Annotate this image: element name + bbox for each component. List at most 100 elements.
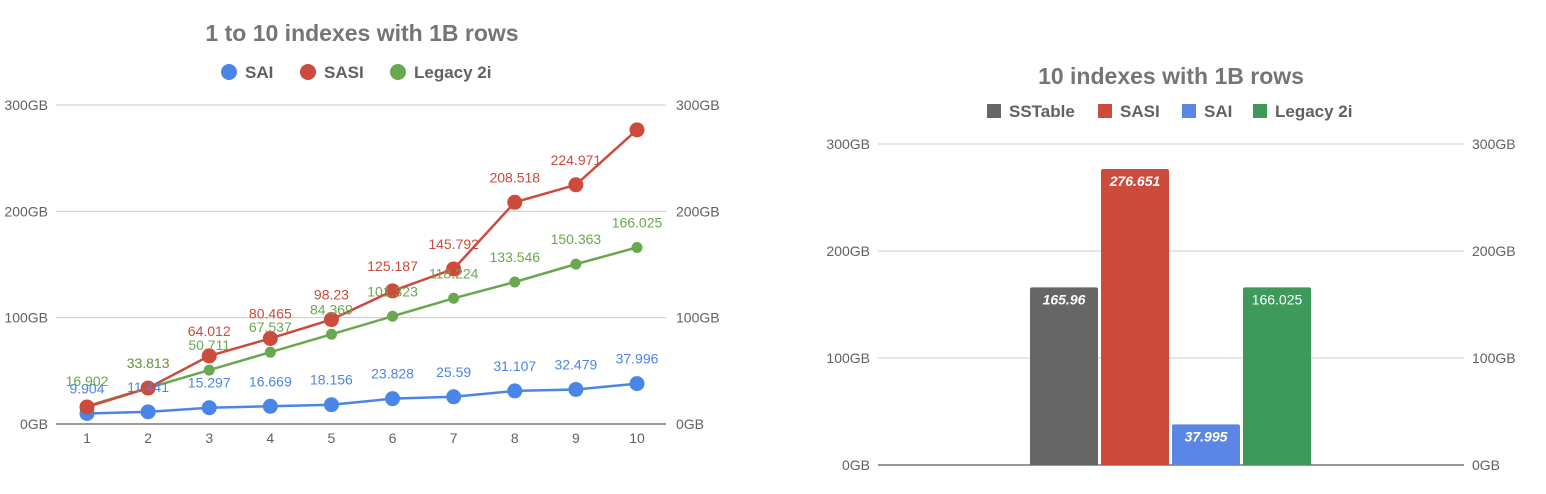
- legend-marker-sai: [221, 64, 237, 80]
- data-point-sasi: [201, 348, 217, 364]
- data-point-sai: [323, 397, 339, 413]
- bar-label-legacy-2i: 166.025: [1252, 291, 1303, 307]
- data-label-legacy-2i: 101.323: [367, 283, 418, 299]
- data-label-legacy-2i: 33.813: [127, 355, 170, 371]
- legend-label-legacy-2i: Legacy 2i: [1275, 102, 1353, 121]
- data-label-sasi: 208.518: [489, 169, 540, 185]
- data-label-sasi: 125.187: [367, 258, 418, 274]
- bar-chart-y-tick-left: 100GB: [826, 350, 870, 366]
- data-point-legacy-2i: [509, 276, 521, 288]
- data-point-sai: [507, 383, 523, 399]
- data-label-sasi: 80.465: [249, 305, 292, 321]
- data-point-sasi: [385, 283, 401, 299]
- data-label-sai: 23.828: [371, 366, 414, 382]
- line-chart-x-tick: 5: [328, 430, 336, 446]
- legend-swatch-sasi: [1098, 104, 1112, 118]
- line-chart-x-tick: 8: [511, 430, 519, 446]
- line-chart-y-tick-right: 100GB: [676, 310, 720, 326]
- data-label-legacy-2i: 84.369: [310, 301, 353, 317]
- line-chart-x-tick: 1: [83, 430, 91, 446]
- legend-label-sasi: SASI: [1120, 102, 1160, 121]
- series-line-sai: [86, 382, 638, 415]
- data-point-sasi: [323, 312, 339, 328]
- bar-legacy-2i: [1243, 287, 1311, 465]
- data-point-sasi: [262, 330, 278, 346]
- data-label-sai: 16.669: [249, 373, 292, 389]
- data-label-sasi: 145.792: [428, 236, 479, 252]
- bar-chart-y-tick-right: 100GB: [1472, 350, 1516, 366]
- line-chart-x-tick: 6: [389, 430, 397, 446]
- bar-label-sstable: 165.96: [1043, 291, 1086, 307]
- data-label-legacy-2i: 16.902: [66, 373, 109, 389]
- data-point-sai: [140, 404, 156, 420]
- data-point-sasi: [79, 399, 95, 415]
- data-point-sai: [629, 376, 645, 392]
- bar-chart-y-tick-right: 0GB: [1472, 457, 1500, 473]
- line-chart-x-tick: 9: [572, 430, 580, 446]
- line-chart-y-tick-right: 200GB: [676, 203, 720, 219]
- bar-label-sai: 37.995: [1185, 428, 1228, 444]
- legend-swatch-legacy-2i: [1253, 104, 1267, 118]
- legend-label-sstable: SSTable: [1009, 102, 1075, 121]
- legend-marker-legacy-2i: [390, 64, 406, 80]
- legend-label-sai: SAI: [245, 63, 273, 82]
- bar-chart-y-tick-right: 200GB: [1472, 243, 1516, 259]
- bar-chart-y-tick-left: 200GB: [826, 243, 870, 259]
- bar-chart-y-tick-left: 0GB: [842, 457, 870, 473]
- series-line-sasi: [86, 128, 638, 409]
- bar-chart-y-tick-right: 300GB: [1472, 136, 1516, 152]
- data-label-legacy-2i: 67.537: [249, 319, 292, 335]
- data-point-sasi: [140, 380, 156, 396]
- data-point-sasi: [507, 194, 523, 210]
- legend-label-sai: SAI: [1204, 102, 1232, 121]
- legend-label-legacy-2i: Legacy 2i: [414, 63, 492, 82]
- data-point-legacy-2i: [325, 328, 337, 340]
- data-point-sasi: [568, 177, 584, 193]
- bar-sai: [1172, 424, 1240, 465]
- legend-swatch-sai: [1182, 104, 1196, 118]
- legend-label-sasi: SASI: [324, 63, 364, 82]
- data-label-sai: 18.156: [310, 372, 353, 388]
- data-label-sai: 31.107: [493, 358, 536, 374]
- line-chart-y-tick-left: 100GB: [4, 310, 48, 326]
- bar-label-sasi: 276.651: [1109, 173, 1161, 189]
- line-chart-y-tick-left: 300GB: [4, 97, 48, 113]
- data-label-sai: 15.297: [188, 375, 231, 391]
- data-label-sai: 25.59: [436, 364, 471, 380]
- data-label-sai: 11.441: [127, 379, 169, 395]
- data-point-legacy-2i: [631, 241, 643, 253]
- data-label-sai: 9.904: [69, 380, 104, 396]
- data-point-sasi: [629, 122, 645, 138]
- data-label-legacy-2i: 166.025: [612, 214, 663, 230]
- line-chart-x-tick: 4: [266, 430, 274, 446]
- line-chart-y-tick-right: 0GB: [676, 416, 704, 432]
- bar-chart-y-tick-left: 300GB: [826, 136, 870, 152]
- data-label-legacy-2i: 133.546: [489, 249, 540, 265]
- data-point-sai: [201, 400, 217, 416]
- line-chart-x-tick: 10: [629, 430, 645, 446]
- line-chart-title: 1 to 10 indexes with 1B rows: [205, 20, 518, 46]
- data-point-legacy-2i: [448, 292, 460, 304]
- data-point-sasi: [446, 261, 462, 277]
- data-label-sasi: 224.971: [551, 152, 602, 168]
- data-point-sai: [262, 398, 278, 414]
- data-point-sai: [568, 381, 584, 397]
- legend-marker-sasi: [300, 64, 316, 80]
- data-label-legacy-2i: 118.224: [429, 265, 479, 281]
- data-label-sai: 37.996: [616, 351, 659, 367]
- line-chart-y-tick-left: 0GB: [20, 416, 48, 432]
- data-point-legacy-2i: [387, 310, 399, 322]
- data-label-sasi: 98.23: [314, 287, 349, 303]
- line-chart-x-tick: 3: [205, 430, 213, 446]
- series-line-legacy-2i: [86, 246, 638, 408]
- line-chart-y-tick-right: 300GB: [676, 97, 720, 113]
- line-chart-x-tick: 2: [144, 430, 152, 446]
- data-point-legacy-2i: [570, 258, 582, 270]
- data-label-sai: 32.479: [554, 356, 597, 372]
- data-point-legacy-2i: [264, 346, 276, 358]
- data-point-sai: [385, 391, 401, 407]
- line-chart-x-tick: 7: [450, 430, 458, 446]
- data-label-sasi: 64.012: [188, 323, 231, 339]
- data-label-legacy-2i: 150.363: [551, 231, 602, 247]
